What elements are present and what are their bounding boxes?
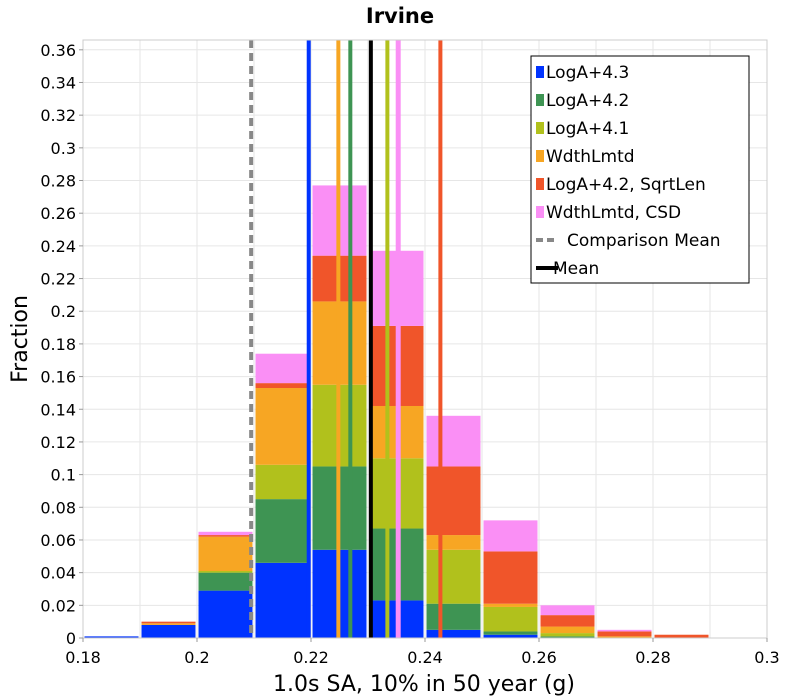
bar-segment-3-7 — [483, 603, 538, 607]
bar-segment-0-0 — [84, 636, 139, 638]
chart-title: Irvine — [366, 4, 434, 28]
bar-segment-2-8 — [540, 633, 595, 637]
y-tick-label: 0.22 — [40, 270, 76, 289]
x-tick-label: 0.26 — [521, 648, 557, 667]
legend-swatch — [536, 66, 544, 78]
y-tick-label: 0.1 — [51, 466, 76, 485]
bar-segment-4-2 — [198, 535, 253, 537]
bar-segment-5-6 — [426, 415, 481, 467]
bar-segment-2-7 — [483, 606, 538, 632]
x-axis-label: 1.0s SA, 10% in 50 year (g) — [273, 672, 575, 697]
bar-segment-0-6 — [426, 629, 481, 638]
y-tick-label: 0.08 — [40, 498, 76, 517]
bar-segment-4-9 — [597, 631, 652, 637]
y-tick-label: 0.34 — [40, 73, 76, 92]
bar-segment-5-9 — [597, 629, 652, 632]
bar-segment-4-1 — [141, 621, 196, 624]
x-tick-label: 0.18 — [65, 648, 101, 667]
legend-swatch — [536, 150, 544, 162]
bar-segment-5-7 — [483, 520, 538, 552]
bar-segment-4-8 — [540, 615, 595, 627]
y-tick-label: 0.04 — [40, 564, 76, 583]
y-tick-label: 0.06 — [40, 531, 76, 550]
bar-segment-5-3 — [255, 353, 310, 384]
legend-swatch — [536, 94, 544, 106]
x-tick-label: 0.28 — [635, 648, 671, 667]
bar-segment-2-3 — [255, 464, 310, 500]
bar-segment-2-6 — [426, 549, 481, 604]
bar-segment-4-6 — [426, 466, 481, 536]
x-tick-label: 0.3 — [754, 648, 779, 667]
bar-segment-3-2 — [198, 536, 253, 572]
bar-segment-0-3 — [255, 562, 310, 638]
y-axis-ticks: 0 0.02 0.04 0.06 0.08 0.1 0.12 0.14 0.16 0.18 0.2 0… — [40, 41, 83, 648]
legend-swatch — [536, 178, 544, 190]
y-tick-label: 0.18 — [40, 335, 76, 354]
y-tick-label: 0.28 — [40, 172, 76, 191]
legend-label: WdthLmtd — [546, 147, 635, 167]
bar-segment-4-3 — [255, 383, 310, 389]
y-tick-label: 0.3 — [51, 139, 76, 158]
legend-label: Comparison Mean — [567, 231, 721, 251]
bar-segment-1-7 — [483, 631, 538, 635]
legend-label: LogA+4.3 — [546, 63, 629, 83]
y-tick-label: 0.2 — [51, 302, 76, 321]
x-axis-ticks: 0.18 0.2 0.22 0.24 0.26 0.28 0.3 — [65, 638, 780, 667]
bar-segment-2-2 — [198, 571, 253, 573]
y-tick-label: 0.14 — [40, 400, 76, 419]
mean-lines — [249, 40, 443, 638]
y-tick-label: 0.12 — [40, 433, 76, 452]
legend-swatch — [536, 206, 544, 218]
bar-segment-1-6 — [426, 603, 481, 630]
bar-segment-0-2 — [198, 590, 253, 638]
bar-segment-0-7 — [483, 634, 538, 638]
x-tick-label: 0.2 — [184, 648, 209, 667]
legend-label: Mean — [553, 259, 599, 279]
legend-label: LogA+4.2, SqrtLen — [546, 175, 706, 195]
bar-segment-5-2 — [198, 531, 253, 536]
legend-label: WdthLmtd, CSD — [546, 203, 681, 223]
bar-segment-0-1 — [141, 624, 196, 638]
bar-segment-1-3 — [255, 499, 310, 563]
bar-segment-3-9 — [597, 636, 652, 638]
bar-segment-3-3 — [255, 388, 310, 465]
bar-segment-3-8 — [540, 626, 595, 634]
bar-segment-4-7 — [483, 551, 538, 604]
y-tick-label: 0.24 — [40, 237, 76, 256]
y-axis-label: Fraction — [8, 295, 33, 383]
legend-label: LogA+4.1 — [546, 119, 629, 139]
legend-swatch — [536, 122, 544, 134]
y-tick-label: 0.02 — [40, 596, 76, 615]
y-tick-label: 0 — [66, 629, 76, 648]
x-tick-label: 0.24 — [407, 648, 443, 667]
legend: LogA+4.3 LogA+4.2 LogA+4.1 WdthLmtd LogA+4.2… — [530, 55, 750, 284]
x-tick-label: 0.22 — [293, 648, 329, 667]
y-tick-label: 0.32 — [40, 106, 76, 125]
bar-segment-1-8 — [540, 636, 595, 638]
bar-segment-5-8 — [540, 605, 595, 616]
y-tick-label: 0.16 — [40, 368, 76, 387]
bar-segment-3-1 — [141, 623, 196, 625]
bar-segment-4-10 — [654, 634, 709, 638]
legend-box — [530, 55, 750, 284]
legend-label: LogA+4.2 — [546, 91, 629, 111]
bar-segment-1-2 — [198, 572, 253, 591]
y-tick-label: 0.26 — [40, 204, 76, 223]
y-tick-label: 0.36 — [40, 41, 76, 60]
bar-segment-3-6 — [426, 535, 481, 550]
